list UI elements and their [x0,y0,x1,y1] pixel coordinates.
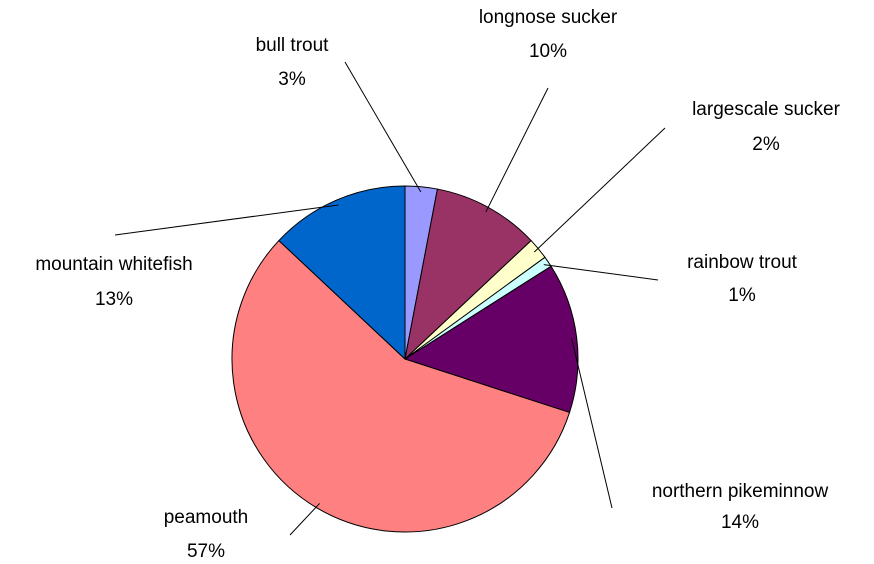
leader-line [533,127,666,253]
pie-slice [231,239,571,533]
leader-line [571,337,613,509]
slice-value-label: 57% [187,541,225,562]
slice-value-label: 14% [721,512,759,533]
leader-line [289,503,320,536]
pie-slice [403,265,579,414]
slice-value-label: 1% [728,285,756,306]
slice-label: bull trout [256,35,330,56]
slice-value-label: 3% [278,69,306,90]
slice-value-label: 2% [752,134,780,155]
leader-line [485,87,549,213]
slice-label: longnose sucker [479,7,618,28]
slice-value-label: 13% [95,289,133,310]
slice-label: mountain whitefish [35,254,192,275]
leader-line [543,264,659,281]
slice-label: peamouth [164,507,249,528]
pie-slice [278,185,406,361]
slice-label: largescale sucker [692,99,841,120]
slice-label: rainbow trout [687,252,798,273]
leader-line [344,61,422,193]
slice-value-label: 10% [529,41,567,62]
slice-label: northern pikeminnow [652,481,829,502]
leader-line [114,204,339,236]
